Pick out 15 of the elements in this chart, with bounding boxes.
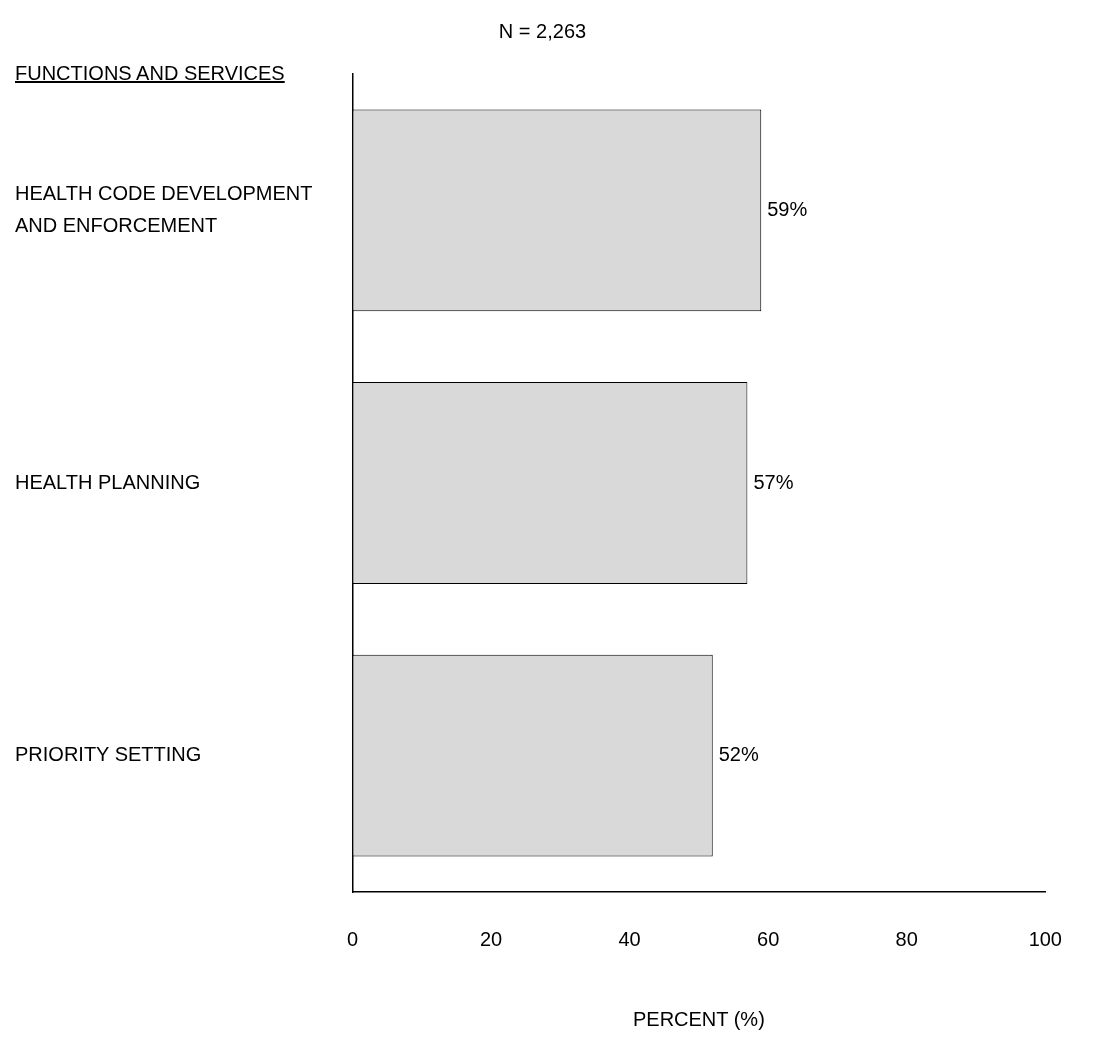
x-tick-label: 20	[479, 927, 503, 950]
x-tick-label: 0	[346, 927, 359, 950]
y-axis-title: FUNCTIONS AND SERVICES	[15, 62, 285, 85]
data-label: 59%	[767, 197, 808, 220]
data-label: 57%	[753, 470, 794, 493]
x-tick-label: 60	[757, 927, 780, 950]
y-tick-label: HEALTH CODE DEVELOPMENT AND ENFORCEMENT	[15, 181, 313, 236]
x-axis-title: PERCENT (%)	[632, 1007, 765, 1030]
y-tick-label: HEALTH PLANNING	[15, 470, 201, 493]
chart-title: N = 2,263	[498, 19, 587, 42]
x-tick-label: 100	[1028, 927, 1062, 950]
y-tick-label: PRIORITY SETTING	[15, 743, 202, 766]
data-label: 52%	[718, 743, 759, 766]
x-tick-label: 40	[618, 927, 641, 950]
x-tick-label: 80	[895, 927, 918, 950]
